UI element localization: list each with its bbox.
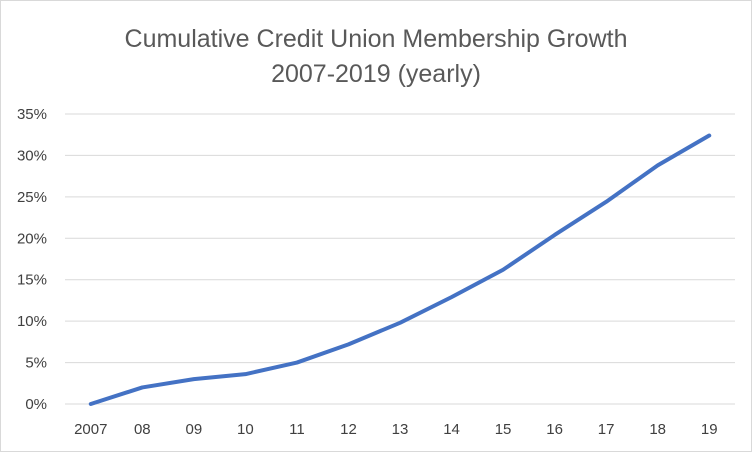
x-tick-label: 16 xyxy=(546,421,563,438)
chart-title: Cumulative Credit Union Membership Growt… xyxy=(124,25,628,53)
x-tick-label: 12 xyxy=(340,421,357,438)
x-tick-label: 19 xyxy=(701,421,718,438)
x-tick-label: 09 xyxy=(186,421,203,438)
x-tick-label: 17 xyxy=(598,421,615,438)
x-tick-label: 2007 xyxy=(74,421,107,438)
y-tick-label: 35% xyxy=(17,106,47,123)
y-tick-label: 20% xyxy=(17,230,47,247)
y-tick-label: 10% xyxy=(17,313,47,330)
chart-title-block: Cumulative Credit Union Membership Growt… xyxy=(0,22,752,92)
x-tick-label: 15 xyxy=(495,421,512,438)
x-tick-label: 18 xyxy=(649,421,666,438)
x-tick-label: 13 xyxy=(392,421,409,438)
y-tick-label: 30% xyxy=(17,147,47,164)
chart-subtitle: 2007-2019 (yearly) xyxy=(271,60,481,88)
series-line xyxy=(88,133,712,406)
x-tick-label: 10 xyxy=(237,421,254,438)
x-tick-label: 08 xyxy=(134,421,151,438)
y-tick-label: 5% xyxy=(25,355,47,372)
x-tick-label: 14 xyxy=(443,421,460,438)
y-tick-label: 25% xyxy=(17,189,47,206)
y-tick-label: 15% xyxy=(17,272,47,289)
x-tick-label: 11 xyxy=(289,421,305,438)
y-tick-label: 0% xyxy=(25,396,47,413)
